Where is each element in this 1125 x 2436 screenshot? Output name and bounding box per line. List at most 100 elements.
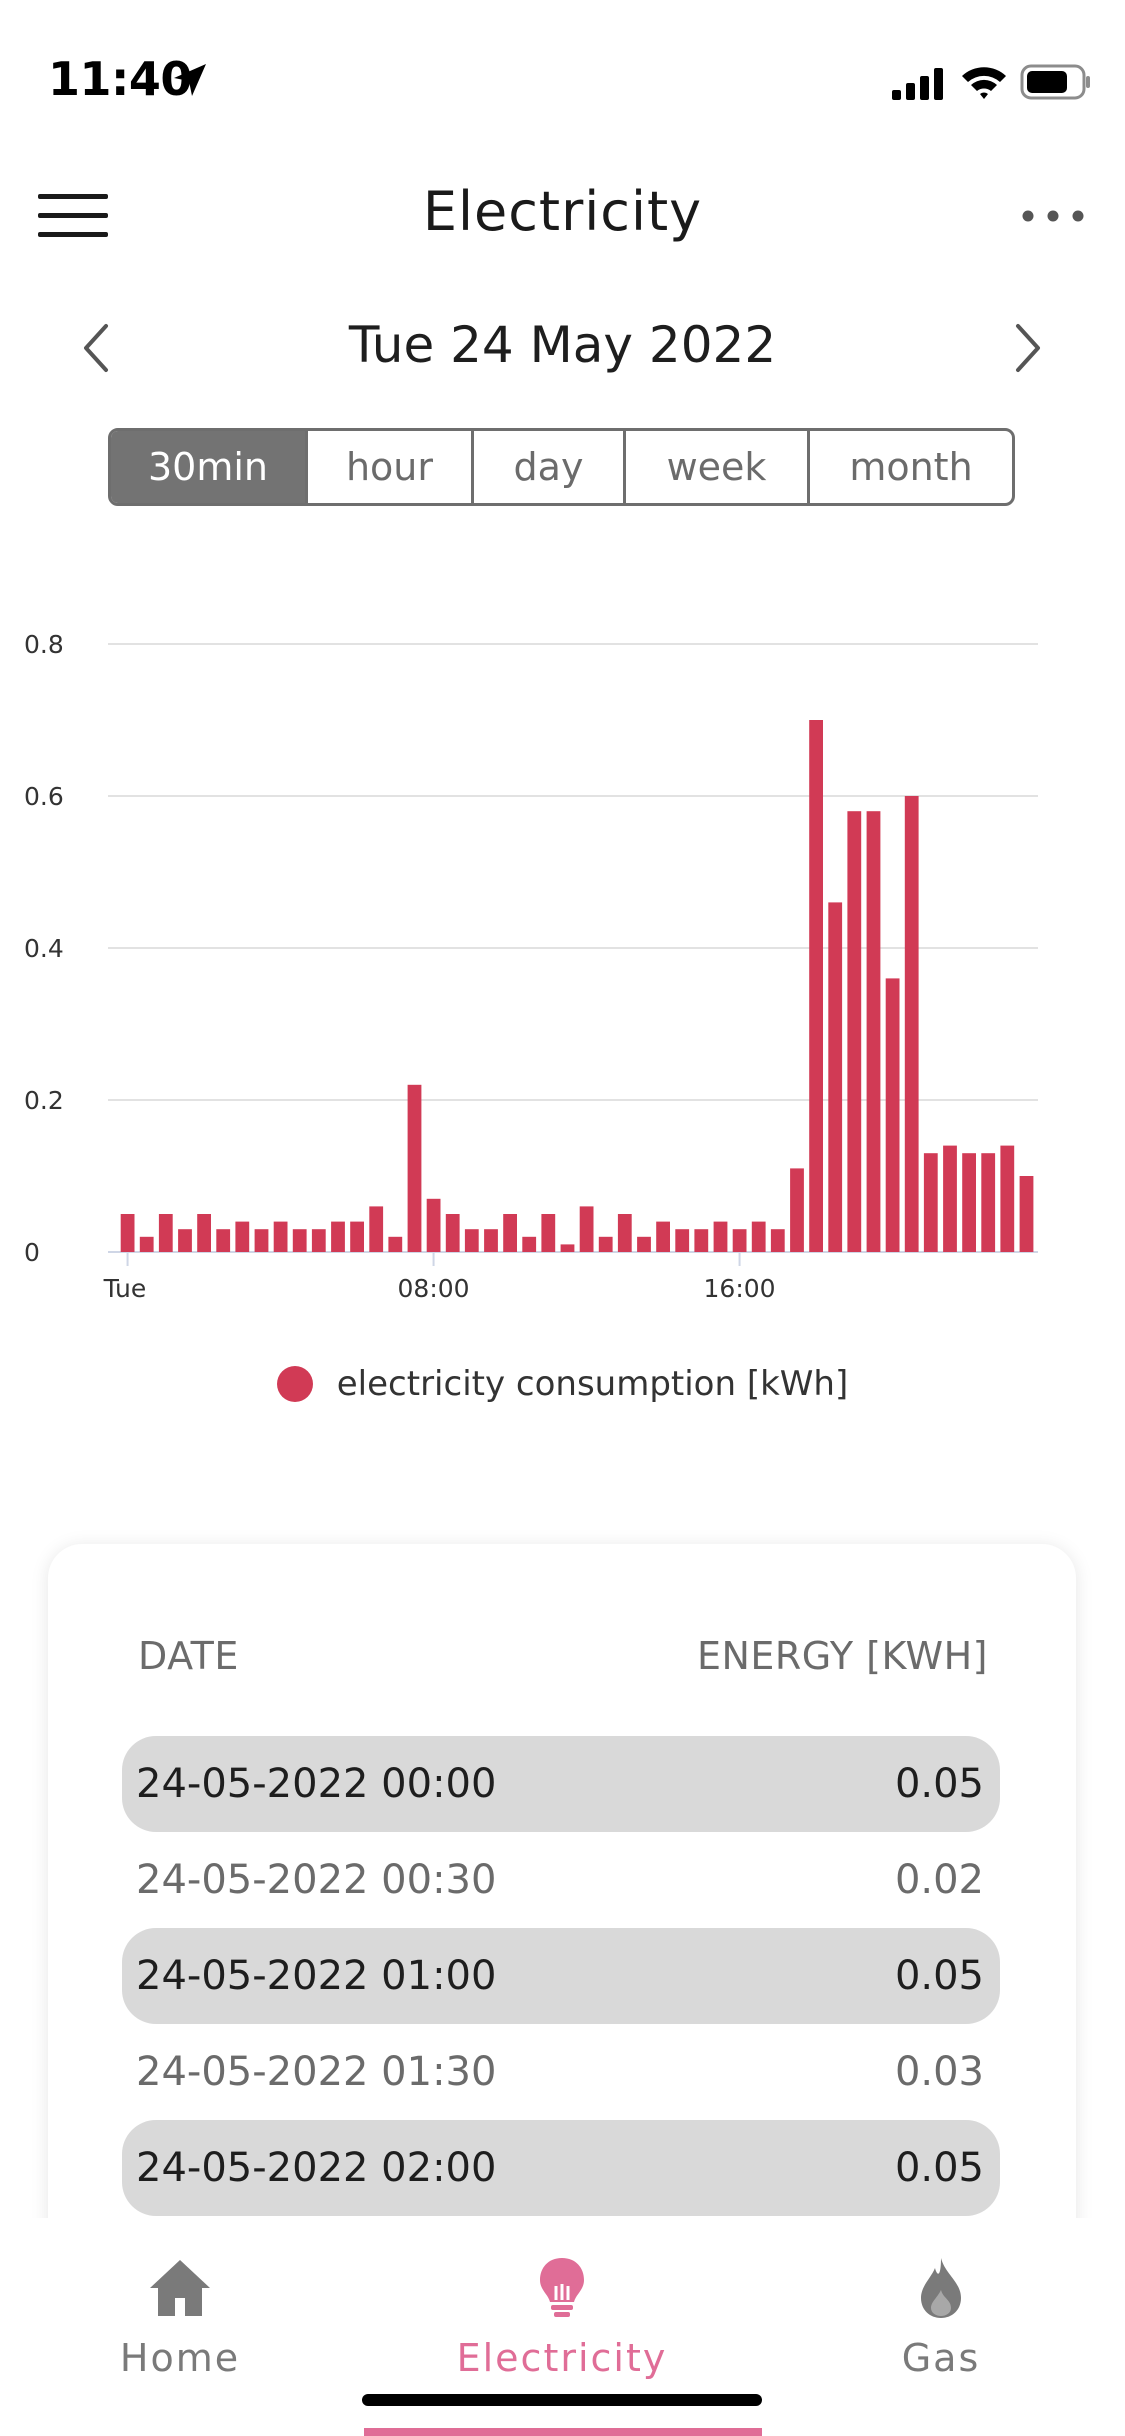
- bar[interactable]: [790, 1168, 804, 1252]
- y-tick-label: 0.4: [24, 934, 64, 963]
- home-icon: [150, 2260, 210, 2316]
- table-row[interactable]: 24-05-2022 00:30 0.02: [122, 1832, 1000, 1928]
- bar[interactable]: [292, 1229, 307, 1252]
- chevron-left-icon[interactable]: [76, 320, 116, 376]
- bar[interactable]: [904, 796, 919, 1252]
- bar[interactable]: [770, 1229, 785, 1252]
- bar[interactable]: [311, 1229, 326, 1252]
- flame-icon: [921, 2258, 961, 2318]
- tab-home-label: Home: [119, 2336, 241, 2380]
- bar[interactable]: [885, 978, 900, 1252]
- segment-hour[interactable]: hour: [308, 431, 474, 503]
- bar[interactable]: [331, 1221, 345, 1252]
- bar[interactable]: [522, 1236, 537, 1252]
- tab-electricity-label: Electricity: [456, 2336, 668, 2380]
- y-tick-label: 0: [24, 1238, 40, 1267]
- x-tick-label: Tue: [103, 1274, 147, 1303]
- bar[interactable]: [369, 1206, 384, 1252]
- hamburger-menu-icon[interactable]: [36, 192, 110, 240]
- table-row[interactable]: 24-05-2022 02:00 0.05: [122, 2120, 1000, 2216]
- bar[interactable]: [1019, 1176, 1034, 1252]
- location-arrow-icon: [174, 64, 206, 96]
- bar[interactable]: [158, 1214, 173, 1252]
- bar[interactable]: [139, 1236, 154, 1252]
- date-label: Tue 24 May 2022: [348, 316, 777, 374]
- bar[interactable]: [216, 1229, 231, 1252]
- segment-30min[interactable]: 30min: [111, 431, 308, 503]
- consumption-chart: 0.8 0.6 0.4 0.2 0 Tue 08:00 16:00: [24, 630, 1038, 1303]
- bar[interactable]: [254, 1229, 269, 1252]
- x-tick-label: 16:00: [704, 1274, 776, 1303]
- battery-icon: [1020, 64, 1090, 100]
- bar[interactable]: [713, 1221, 728, 1252]
- bar[interactable]: [656, 1221, 670, 1252]
- bar[interactable]: [943, 1145, 957, 1252]
- segment-month[interactable]: month: [849, 445, 973, 489]
- bar[interactable]: [732, 1229, 747, 1252]
- bar[interactable]: [560, 1244, 575, 1252]
- row-energy: 0.02: [894, 1857, 984, 1903]
- legend-marker: [276, 1366, 313, 1402]
- row-date: 24-05-2022 02:00: [136, 2145, 497, 2191]
- row-energy: 0.05: [894, 1953, 984, 1999]
- bar[interactable]: [828, 902, 843, 1252]
- row-date: 24-05-2022 00:00: [136, 1761, 497, 1807]
- bar[interactable]: [388, 1236, 403, 1252]
- row-date: 24-05-2022 00:30: [136, 1857, 497, 1903]
- bar[interactable]: [847, 811, 862, 1252]
- status-bar: 11:40: [0, 0, 1125, 150]
- tab-gas-label: Gas: [901, 2336, 981, 2380]
- period-selector: 30min hour day week month: [108, 428, 1015, 506]
- bar[interactable]: [407, 1084, 422, 1252]
- table-row[interactable]: 24-05-2022 01:30 0.03: [122, 2024, 1000, 2120]
- bar[interactable]: [809, 720, 823, 1252]
- bar[interactable]: [120, 1214, 135, 1252]
- active-tab-underline: [364, 2428, 762, 2436]
- bar[interactable]: [178, 1229, 192, 1252]
- table-row[interactable]: 24-05-2022 00:00 0.05: [122, 1736, 1000, 1832]
- y-tick-label: 0.6: [24, 782, 64, 811]
- segment-week[interactable]: week: [626, 431, 810, 503]
- home-indicator: [362, 2394, 762, 2406]
- bar[interactable]: [1000, 1145, 1015, 1252]
- bar[interactable]: [350, 1221, 364, 1252]
- tab-home[interactable]: Home: [30, 2218, 330, 2398]
- bar[interactable]: [541, 1214, 556, 1252]
- segment-day[interactable]: day: [474, 431, 626, 503]
- bar[interactable]: [445, 1214, 460, 1252]
- table-rows: 24-05-2022 00:00 0.05 24-05-2022 00:30 0…: [122, 1736, 1000, 2216]
- x-tick-label: 08:00: [398, 1274, 470, 1303]
- row-date: 24-05-2022 01:30: [136, 2049, 497, 2095]
- table-header: DATE ENERGY [KWH]: [138, 1634, 988, 1678]
- tab-gas[interactable]: Gas: [791, 2218, 1091, 2398]
- bar[interactable]: [503, 1214, 517, 1252]
- y-tick-label: 0.8: [24, 630, 64, 659]
- bar[interactable]: [235, 1221, 250, 1252]
- bar[interactable]: [464, 1229, 479, 1252]
- more-dots-icon[interactable]: [1020, 204, 1086, 228]
- bar[interactable]: [197, 1214, 211, 1252]
- bar[interactable]: [981, 1153, 996, 1252]
- bar[interactable]: [866, 811, 881, 1252]
- column-header-energy: ENERGY [KWH]: [696, 1634, 988, 1678]
- lightbulb-icon: [540, 2258, 584, 2317]
- bar[interactable]: [923, 1153, 938, 1252]
- chart-legend: electricity consumption [kWh]: [0, 1364, 1125, 1404]
- bar[interactable]: [579, 1206, 594, 1252]
- tab-electricity[interactable]: Electricity: [412, 2218, 712, 2398]
- bar[interactable]: [637, 1236, 651, 1252]
- status-time: 11:40: [48, 52, 192, 106]
- wifi-icon: [962, 67, 1006, 99]
- bar[interactable]: [751, 1221, 766, 1252]
- bar[interactable]: [694, 1229, 709, 1252]
- bar[interactable]: [598, 1236, 613, 1252]
- chevron-right-icon[interactable]: [1008, 320, 1048, 376]
- table-row[interactable]: 24-05-2022 01:00 0.05: [122, 1928, 1000, 2024]
- bar[interactable]: [962, 1153, 976, 1252]
- legend-label: electricity consumption [kWh]: [336, 1364, 849, 1404]
- bar[interactable]: [484, 1229, 498, 1252]
- bar[interactable]: [426, 1198, 441, 1252]
- bar[interactable]: [617, 1214, 632, 1252]
- bar[interactable]: [675, 1229, 690, 1252]
- bar[interactable]: [273, 1221, 288, 1252]
